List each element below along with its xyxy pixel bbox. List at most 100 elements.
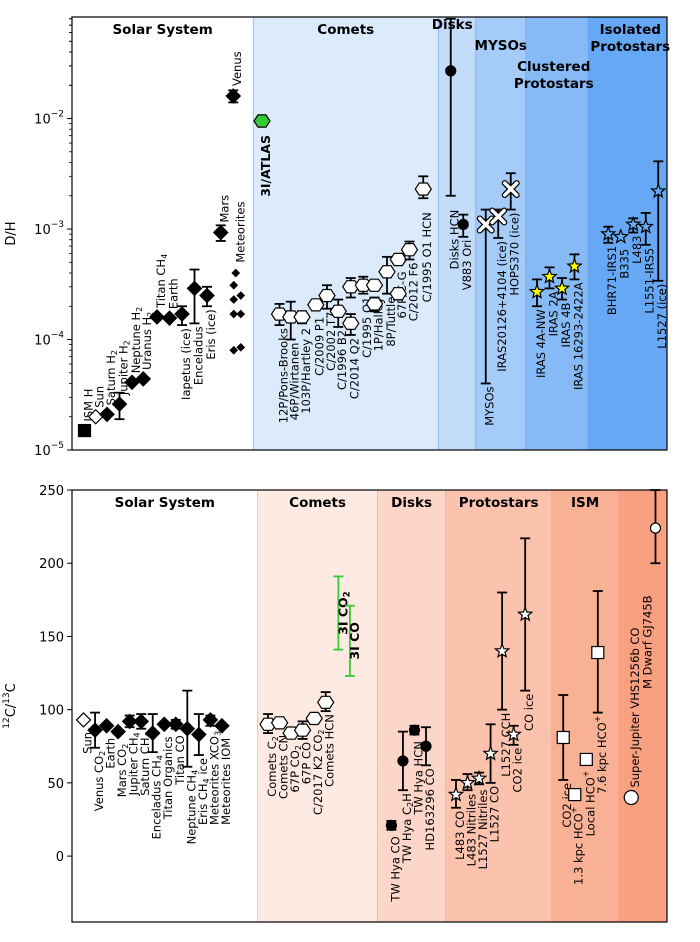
data-point: [190, 713, 207, 756]
point-label: Meteorites: [233, 202, 247, 263]
hexagon-marker: [378, 265, 396, 279]
point-label: Comets CN: [276, 735, 290, 799]
hexagon-marker: [400, 243, 419, 257]
data-point: [354, 275, 373, 295]
diamond-marker: [179, 720, 196, 737]
point-label: C/1995 O1 HCN: [420, 212, 434, 302]
point-label: L1527 (ice): [655, 284, 669, 349]
data-point: [87, 711, 103, 749]
star-marker: [470, 769, 488, 786]
small-diamond-marker: [229, 295, 239, 304]
carbon-ratio-panel: Solar System Comets Disks Protostars ISM SunV…: [2, 484, 668, 923]
small-diamond-marker: [231, 268, 241, 278]
star-marker: [625, 215, 642, 232]
point-label: 7.6 kpc HCO+​: [592, 716, 608, 794]
circle-marker: [408, 724, 421, 736]
data-point: [476, 208, 495, 385]
circle-marker: [397, 755, 409, 767]
star-marker: [447, 785, 465, 802]
point-label: CO ice: [522, 694, 536, 731]
data-point: [378, 255, 396, 295]
region-label: Solar System: [115, 495, 215, 511]
data-point: [400, 240, 419, 261]
y-tick-label: 50: [47, 777, 64, 792]
point-label: C/2009 P1: [312, 317, 326, 376]
data-point: [111, 391, 128, 421]
data-point: [156, 716, 173, 733]
y-tick-label: 10−2: [34, 110, 64, 128]
hexagon-marker: [318, 288, 336, 303]
data-point: [625, 215, 642, 234]
point-label: Uranus H2​: [140, 312, 155, 370]
data-point: [365, 296, 384, 313]
y-tick-label: 250: [39, 484, 64, 499]
diamond-marker: [75, 712, 92, 728]
data-point: [470, 769, 488, 786]
square-marker: [579, 752, 593, 767]
region-band: [253, 17, 439, 450]
star-marker: [612, 228, 629, 244]
diamond-marker: [110, 723, 126, 740]
data-point: [342, 313, 360, 336]
data-point: [149, 309, 165, 325]
data-point: [397, 730, 409, 792]
data-point: [121, 713, 138, 730]
y-tick-label: 10−3: [34, 220, 64, 238]
axes-frame: [71, 16, 668, 451]
hexagon-marker: [253, 114, 271, 128]
diamond-marker: [121, 713, 138, 730]
point-label: Comets C2​: [265, 736, 280, 797]
diamond-marker: [190, 726, 207, 743]
data-point: [270, 716, 289, 730]
data-point: [202, 712, 219, 728]
data-point: [316, 691, 335, 713]
circle-marker: [649, 522, 662, 534]
point-label: Sun: [80, 732, 94, 754]
point-label: 8P/Tuttle: [384, 297, 398, 347]
hexagon-marker: [316, 695, 335, 710]
point-label: Meteorites XCO3​: [207, 731, 222, 825]
diamond-marker: [87, 722, 103, 739]
star-marker: [459, 774, 476, 790]
region-label: Protostars: [459, 495, 539, 511]
x-marker: [476, 215, 495, 234]
data-point: [307, 298, 325, 312]
data-point: [333, 575, 344, 651]
region-label: Disks: [391, 495, 432, 511]
region-band: [588, 17, 667, 450]
data-point: [389, 252, 408, 267]
point-label: TW Hya C2​H: [399, 793, 414, 864]
hexagon-marker: [342, 316, 360, 330]
circle-marker: [445, 65, 457, 77]
region-band: [257, 490, 378, 922]
hexagon-marker: [365, 297, 384, 311]
diamond-marker: [156, 716, 173, 733]
region-label: Comets: [317, 22, 374, 38]
data-point: [75, 712, 92, 728]
data-point: [528, 278, 546, 308]
diamond-marker: [149, 309, 165, 325]
region-band: [475, 17, 526, 450]
point-label: L483: [630, 236, 644, 264]
region-band: [445, 490, 552, 922]
x-marker: [489, 207, 508, 226]
data-point: [212, 224, 229, 242]
hexagon-marker: [342, 280, 360, 294]
region-band: [377, 490, 446, 922]
small-diamond-marker: [236, 342, 246, 352]
data-point: [408, 724, 421, 736]
point-label: IRAS 2A: [546, 291, 560, 336]
y-tick-label: 200: [39, 557, 64, 572]
point-label: Neptune CH4​: [184, 770, 199, 845]
y-axis-label: 12C/13C: [2, 683, 19, 728]
point-label: IRAS 16293-2422A: [571, 282, 585, 390]
point-label: 103P/Hartley 2: [299, 328, 313, 414]
data-point: [110, 723, 126, 740]
point-label: L483 Nitriles: [464, 794, 478, 867]
star-marker: [637, 218, 655, 234]
region-label: ISM: [571, 495, 599, 511]
hexagon-marker: [307, 298, 325, 312]
circle-marker: [385, 819, 398, 831]
data-point: [489, 207, 508, 239]
hexagon-marker: [329, 304, 348, 318]
